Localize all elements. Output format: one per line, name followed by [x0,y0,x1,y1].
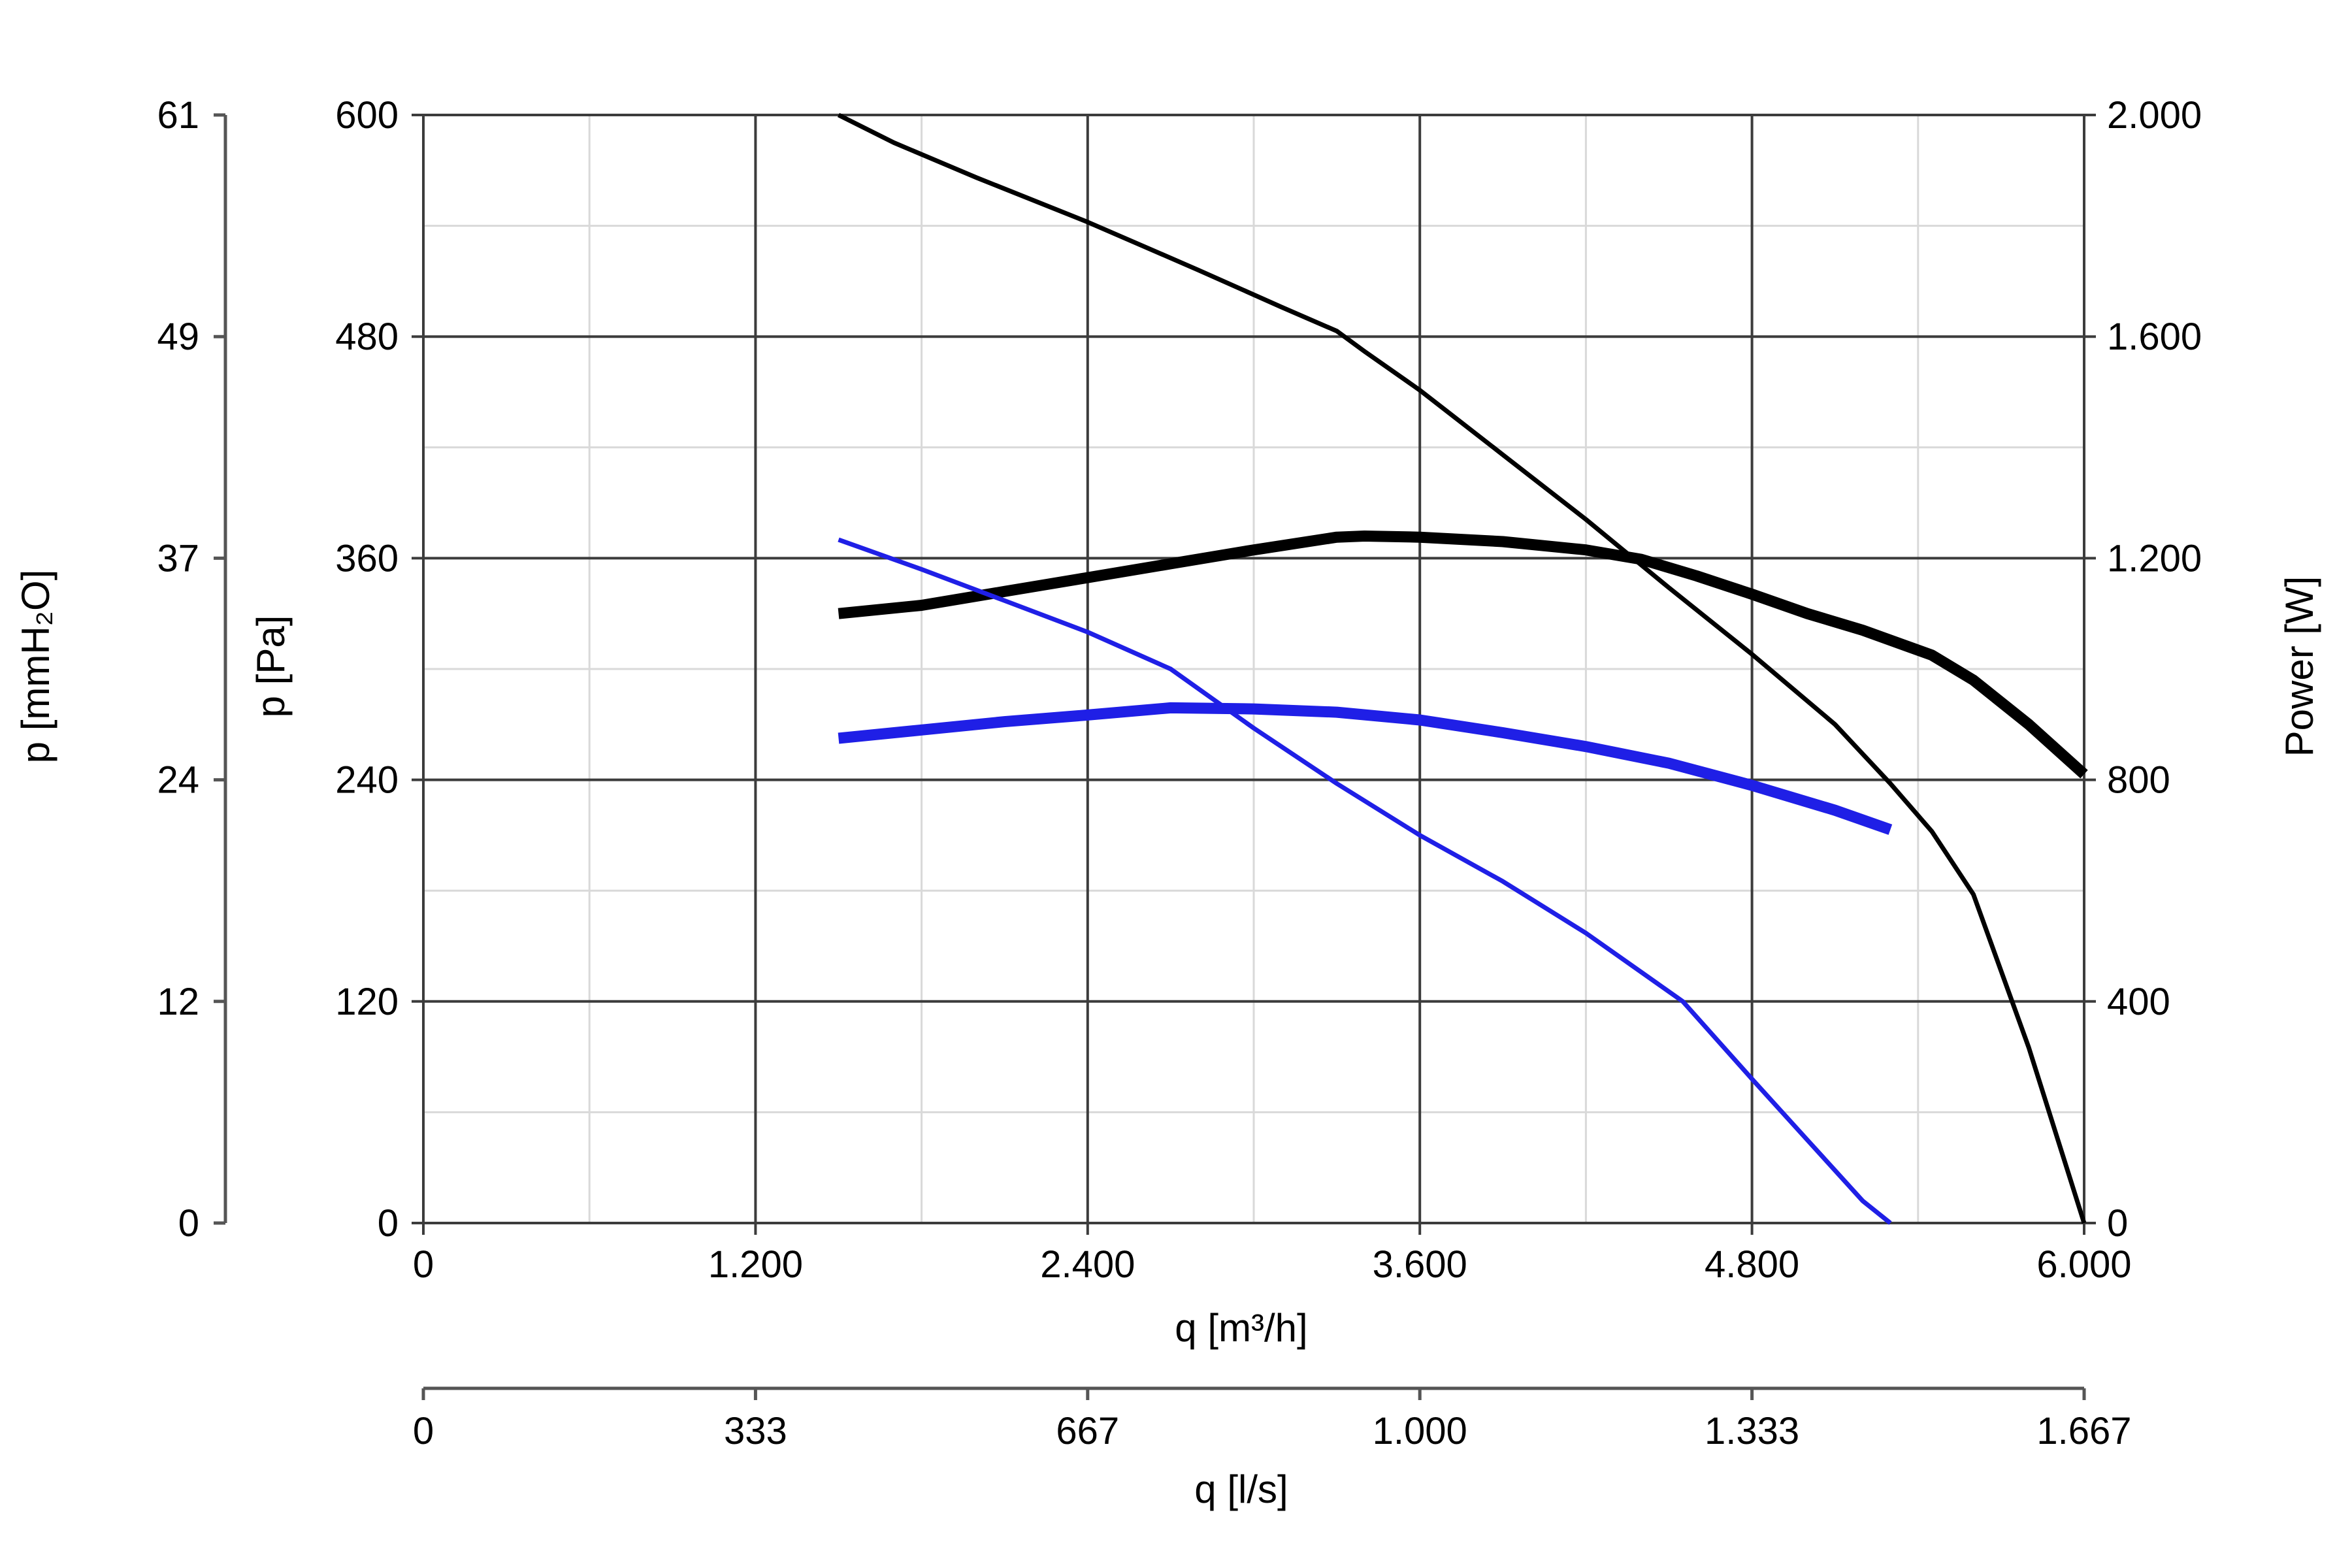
y2-tick-label: 12 [157,981,199,1023]
y2-tick-label: 0 [178,1202,199,1245]
axes [214,113,2096,1400]
y2-tick-label: 61 [157,94,199,137]
y3-axis-title: Power [W] [2278,576,2321,757]
y-tick-label: 120 [335,981,399,1023]
pressure-curve-black [837,112,2087,1224]
y-tick-label: 240 [335,759,399,802]
pressure-curve-blue [838,537,1892,1225]
y2-tick-label: 37 [157,537,199,580]
power-curve-blue [838,702,1893,835]
x2-tick-label: 667 [1056,1410,1119,1452]
y2-tick-label: 24 [157,759,199,802]
y3-tick-label: 0 [2107,1202,2128,1245]
x-tick-label: 0 [413,1243,434,1286]
x-tick-label: 4.800 [1705,1243,1799,1286]
y3-tick-label: 400 [2107,981,2170,1023]
x2-tick-label: 1.667 [2036,1410,2131,1452]
y-axis-title: p [Pa] [249,615,293,718]
x-tick-label: 2.400 [1040,1243,1135,1286]
x-tick-label: 6.000 [2036,1243,2131,1286]
grid [422,114,2085,1224]
y-tick-label: 360 [335,537,399,580]
x-tick-label: 3.600 [1373,1243,1467,1286]
y-tick-label: 480 [335,316,399,358]
x-tick-label: 1.200 [708,1243,803,1286]
y2-tick-label: 49 [157,316,199,358]
series [837,112,2088,1225]
x2-tick-label: 1.333 [1705,1410,1799,1452]
x2-tick-label: 333 [724,1410,787,1452]
y-tick-label: 600 [335,94,399,137]
power-curve-black [838,531,2088,779]
y3-tick-label: 1.200 [2107,537,2202,580]
x2-tick-label: 0 [413,1410,434,1452]
y2-axis-title: p [mmH₂O] [14,570,57,764]
y3-tick-label: 2.000 [2107,94,2202,137]
y3-tick-label: 800 [2107,759,2170,802]
x2-tick-label: 1.000 [1373,1410,1467,1452]
y-tick-label: 0 [378,1202,399,1245]
tick-labels: 0 120 240 360 480 600 0 12 24 37 49 61 0 400 800 1.200 1… [157,94,2202,1452]
x2-axis-title: q [l/s] [1194,1467,1288,1511]
x-axis-title: q [m³/h] [1175,1306,1307,1350]
y3-tick-label: 1.600 [2107,316,2202,358]
